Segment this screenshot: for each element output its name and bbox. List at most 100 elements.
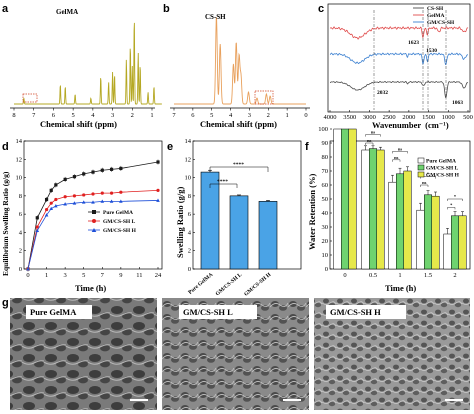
bar	[451, 215, 459, 270]
highlight-box	[22, 93, 38, 103]
category-labels: Pure GelMA GM/CS-SH L GM/CS-SH H	[187, 271, 272, 297]
panel-letter-f: f	[305, 141, 309, 153]
tick-label: 2000	[402, 114, 415, 121]
category-label: Pure GelMA	[187, 272, 214, 296]
plot-frame	[327, 3, 471, 113]
panel-c: c 4000 3500 3000 2500 2000 1500 1000 500 1623 1…	[318, 3, 473, 130]
tick-label: 100	[318, 126, 328, 133]
data-point	[156, 160, 160, 164]
bar	[229, 195, 249, 270]
data-point	[44, 207, 49, 212]
tick-label: 1	[45, 272, 48, 279]
x-axis-label: Time (h)	[385, 283, 416, 293]
x-axis-label: Time (h)	[75, 283, 106, 293]
sem-label: GM/CS-SH L	[183, 307, 233, 317]
tick-label: 0	[304, 112, 307, 119]
data-point	[82, 193, 86, 197]
category-label: GM/CS-SH H	[243, 271, 273, 297]
legend: Pure GelMA GM/CS-SH L GM/CS-SH H	[417, 157, 460, 179]
data-point	[119, 190, 123, 194]
legend-label: GM/CS-SH L	[103, 219, 136, 225]
data-point	[81, 200, 86, 204]
sem-label-box	[26, 305, 92, 319]
tick-label: 24	[155, 272, 162, 279]
legend-label: GM/CS-SH L	[426, 166, 459, 172]
legend-marker	[91, 228, 97, 232]
legend-swatch	[417, 171, 425, 178]
tick-label: 5	[72, 112, 75, 119]
bar	[341, 128, 349, 270]
tick-label: 5	[210, 112, 213, 119]
nmr-spectrum-cssh	[174, 17, 306, 105]
panel-g: g Pure GelMA GM/CS-SH L GM/CS-SH H	[2, 297, 470, 410]
data-point	[72, 194, 77, 198]
bar	[416, 209, 425, 270]
tick-label: 10	[16, 175, 23, 182]
bar	[443, 233, 452, 270]
series-group	[26, 159, 160, 272]
sig-bracket	[209, 166, 269, 172]
tick-label: 20	[322, 238, 329, 245]
category-label: GM/CS-SH L	[215, 272, 244, 298]
sig-bracket	[392, 151, 408, 154]
sem-label-box	[326, 305, 406, 319]
sem-label: GM/CS-SH H	[330, 307, 381, 317]
sig-bracket	[447, 207, 456, 210]
tick-label: 5	[82, 272, 85, 279]
data-point	[109, 167, 114, 171]
legend-label: GelMA	[427, 13, 444, 19]
tick-label: 40	[322, 210, 329, 217]
data-point	[100, 168, 104, 172]
tick-label: 0	[188, 266, 191, 273]
sig-bracket	[209, 183, 238, 188]
x-axis-label: Chemical shift (ppm)	[40, 119, 117, 129]
bar	[348, 128, 357, 270]
tick-label: 30	[322, 224, 329, 231]
tick-label: 14	[16, 138, 23, 145]
annotation-2032: 2032	[377, 90, 388, 96]
nmr-spectrum-gelma	[14, 22, 162, 105]
data-point	[91, 192, 95, 196]
legend-swatch	[417, 164, 425, 171]
tick-label: 14	[185, 138, 192, 145]
bar	[396, 173, 404, 270]
x-ticks: 4000 3500 3000 2500 2000 1500 1000 500	[324, 110, 473, 121]
data-point	[54, 204, 58, 208]
tick-label: 4	[188, 229, 192, 236]
y-axis-label: Equilibrium Swelling Ratio (g/g)	[1, 171, 10, 276]
legend-marker	[92, 219, 96, 223]
sig-bracket	[392, 159, 401, 162]
bar	[403, 170, 412, 270]
tick-label: 3	[111, 112, 114, 119]
data-point	[63, 195, 67, 199]
sig-label: ns	[371, 130, 376, 135]
data-point	[72, 201, 77, 205]
tick-label: 3500	[343, 114, 356, 121]
tick-label: 50	[322, 196, 329, 203]
sample-label-cssh: CS-SH	[205, 13, 226, 21]
tick-label: 6	[191, 112, 195, 119]
legend-label: CS-SH	[427, 6, 444, 12]
tick-label: 2	[19, 248, 22, 255]
tick-label: 6	[52, 112, 56, 119]
tick-label: 3	[64, 272, 67, 279]
tick-label: 7	[32, 112, 36, 119]
data-point	[72, 175, 77, 179]
legend-label: GM/CS-SH H	[426, 173, 460, 179]
y-axis-label: Swelling Ratio (g/g)	[175, 187, 185, 258]
ftir-cssh	[329, 80, 469, 99]
data-point	[119, 166, 123, 171]
tick-label: 3	[248, 112, 251, 119]
data-point	[54, 197, 58, 202]
data-point	[82, 172, 86, 176]
tick-label: 12	[185, 156, 192, 163]
sig-label: *	[450, 202, 453, 207]
tick-label: 3000	[363, 114, 376, 121]
data-point	[100, 199, 105, 203]
bar-group	[200, 169, 278, 270]
panel-letter-b: b	[163, 3, 170, 15]
